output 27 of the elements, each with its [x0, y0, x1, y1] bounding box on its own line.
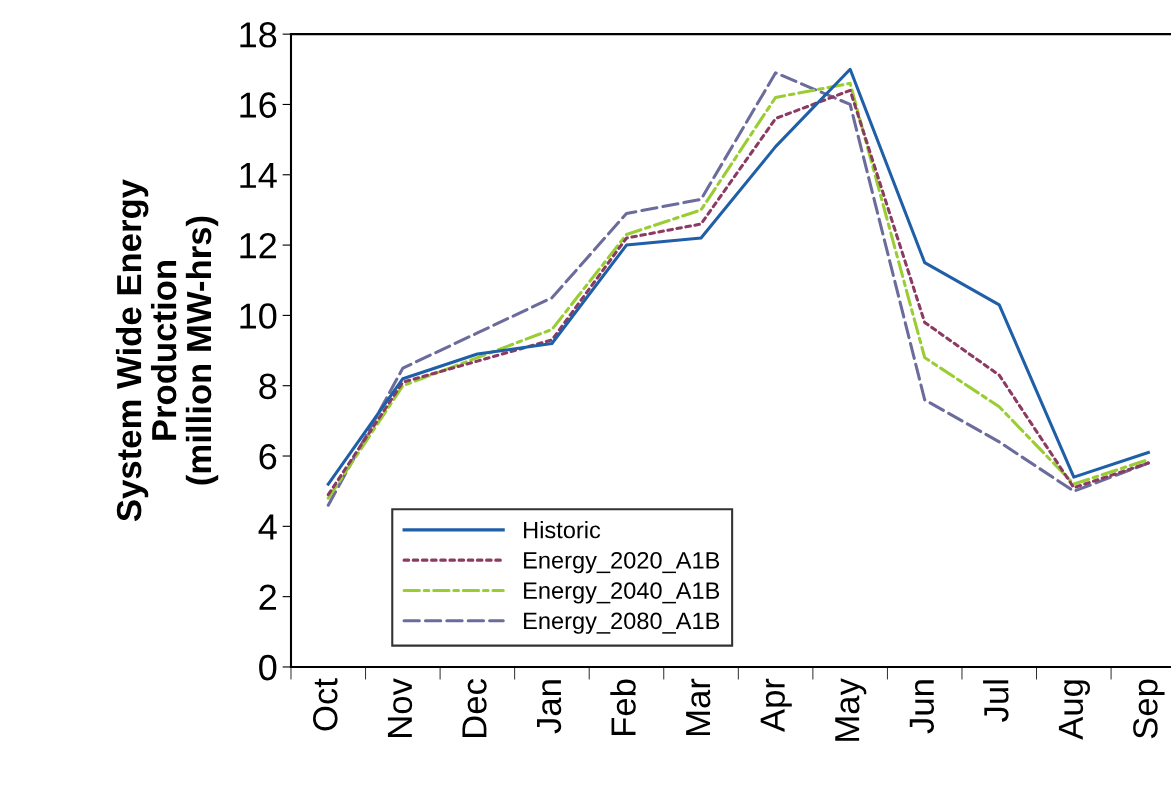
y-tick-label: 18	[240, 22, 277, 48]
x-tick-label: Jul	[983, 680, 1009, 722]
y-tick-label: 14	[240, 163, 277, 188]
y-tick-label: 16	[240, 92, 277, 118]
y-tick-label: 0	[259, 654, 277, 681]
x-tick-label: Feb	[610, 679, 636, 736]
y-tick-label: 12	[240, 232, 276, 259]
x-tick-label: Dec	[462, 678, 487, 737]
y-tick-label: 8	[259, 373, 277, 400]
x-tick-label: May	[835, 678, 867, 741]
y-tick-label: 6	[259, 443, 277, 470]
legend-label: Energy_2040_A1B	[524, 582, 720, 604]
x-tick-label: Sep	[1133, 679, 1165, 739]
y-tick-label: 4	[258, 514, 277, 540]
x-tick-label: Mar	[686, 678, 711, 736]
y-tick-label: 10	[240, 303, 277, 329]
y-tick-label: 2	[259, 584, 276, 610]
x-tick-label: Aug	[1058, 680, 1090, 740]
x-tick-label: Jan	[537, 680, 562, 734]
legend-label: Energy_2080_A1B	[524, 612, 720, 634]
x-tick-label: Jun	[909, 680, 935, 734]
legend-label: Historic	[524, 521, 601, 539]
x-tick-label: Nov	[387, 678, 413, 737]
x-tick-label: Oct	[313, 678, 338, 731]
y-axis-title: System Wide Energy Production (million MW-hrs)	[115, 179, 219, 522]
x-tick-label: Apr	[760, 678, 792, 733]
legend-label: Energy_2020_A1B	[524, 551, 720, 574]
